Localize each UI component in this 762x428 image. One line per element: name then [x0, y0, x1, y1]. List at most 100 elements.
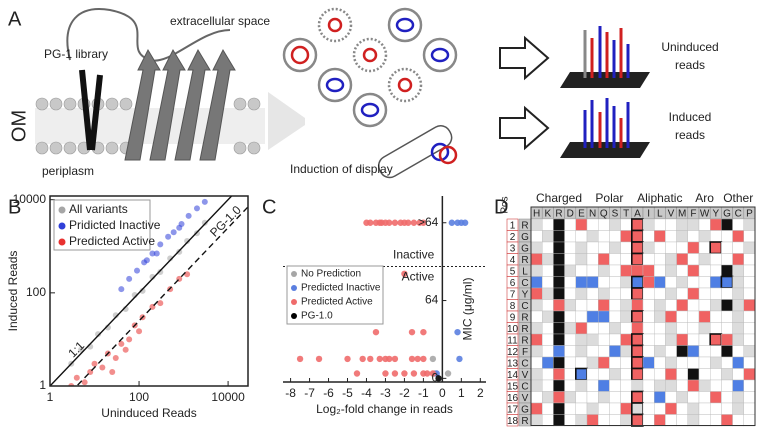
heat-cell	[586, 391, 599, 404]
heat-cell	[575, 333, 588, 346]
heat-cell	[542, 218, 554, 231]
y-tick-label: 100	[26, 285, 46, 299]
heat-cell	[542, 253, 554, 266]
heat-cell	[642, 322, 655, 335]
x-tick-label: -4	[361, 386, 372, 400]
panel-label: C	[262, 196, 276, 218]
heat-cell	[598, 333, 610, 346]
x-tick-label: 100	[129, 390, 149, 404]
point	[134, 267, 141, 274]
heat-cell	[630, 275, 644, 289]
heat-cell	[743, 414, 756, 427]
heat-cell	[530, 368, 543, 381]
panel-label: B	[8, 196, 21, 218]
legend-swatch	[58, 206, 66, 214]
group-label: Other	[723, 191, 753, 205]
heat-cell	[721, 299, 733, 312]
heat-cell	[665, 230, 677, 243]
point	[454, 328, 461, 336]
heat-cell	[530, 241, 543, 254]
point	[367, 355, 374, 363]
legend-label: No Prediction	[301, 269, 361, 280]
point	[165, 233, 172, 240]
heat-cell	[698, 287, 711, 300]
heat-cell	[609, 287, 621, 300]
point	[122, 346, 129, 353]
heat-cell	[530, 402, 543, 415]
heat-cell	[542, 287, 554, 300]
heat-cell	[620, 391, 632, 404]
point	[410, 219, 418, 226]
heat-cell	[542, 264, 554, 277]
heat-cell	[598, 241, 610, 254]
heat-cell	[586, 414, 599, 427]
heat-cell	[575, 402, 588, 415]
heat-cell	[676, 402, 688, 415]
heat-cell	[609, 218, 621, 231]
position-label: 17	[507, 404, 519, 415]
heat-cell	[609, 299, 621, 312]
heat-cell	[743, 253, 756, 266]
point	[315, 355, 323, 363]
point	[448, 219, 456, 226]
heat-cell	[553, 379, 565, 392]
point	[391, 355, 399, 363]
heat-cell	[530, 218, 543, 231]
heat-cell	[530, 287, 543, 300]
heat-cell	[743, 379, 756, 392]
heat-cell	[687, 230, 700, 243]
column-label: M	[678, 208, 686, 219]
heat-cell	[642, 230, 655, 243]
position-label: 14	[507, 370, 519, 381]
heat-cell	[564, 379, 576, 392]
heat-cell	[721, 402, 733, 415]
heat-cell	[676, 356, 688, 369]
point	[405, 219, 412, 226]
heat-cell	[743, 368, 756, 381]
heat-cell	[609, 414, 621, 427]
point	[429, 370, 437, 377]
position-label: 15	[507, 381, 519, 392]
heat-cell	[665, 299, 677, 312]
heat-cell	[732, 253, 744, 266]
heat-cell	[654, 414, 666, 427]
heat-cell	[665, 379, 677, 392]
position-label: 4	[510, 255, 516, 266]
heat-cell	[542, 345, 554, 358]
column-label: G	[723, 208, 731, 219]
heat-cell	[564, 218, 576, 231]
heat-cell	[676, 253, 688, 266]
heat-cell	[542, 391, 554, 404]
residue-label: G	[521, 404, 529, 415]
point	[382, 370, 389, 377]
heat-cell	[743, 402, 756, 415]
heat-cell	[732, 356, 744, 369]
heat-cell	[598, 345, 610, 358]
heat-cell	[575, 230, 588, 243]
point	[99, 364, 106, 371]
threshold-label: Inactive	[393, 248, 435, 262]
heat-cell	[542, 276, 554, 289]
heat-cell	[620, 230, 632, 243]
heat-cell	[732, 264, 744, 277]
heat-cell	[564, 299, 576, 312]
heat-cell	[609, 322, 621, 335]
heat-cell	[598, 230, 610, 243]
position-label: 6	[510, 278, 516, 289]
heat-cell	[564, 322, 576, 335]
point	[372, 328, 380, 336]
heat-cell	[721, 368, 733, 381]
heat-cell	[721, 322, 733, 335]
heat-cell	[698, 310, 711, 323]
heat-cell	[553, 230, 565, 243]
heat-cell	[564, 333, 576, 346]
heat-cell	[609, 379, 621, 392]
x-tick-label: 0	[439, 386, 446, 400]
position-label: 8	[510, 301, 516, 312]
heat-cell	[676, 264, 688, 277]
heat-cell	[721, 287, 733, 300]
heat-cell	[732, 322, 744, 335]
point	[184, 237, 191, 244]
point	[118, 340, 125, 347]
heat-cell	[630, 413, 644, 427]
